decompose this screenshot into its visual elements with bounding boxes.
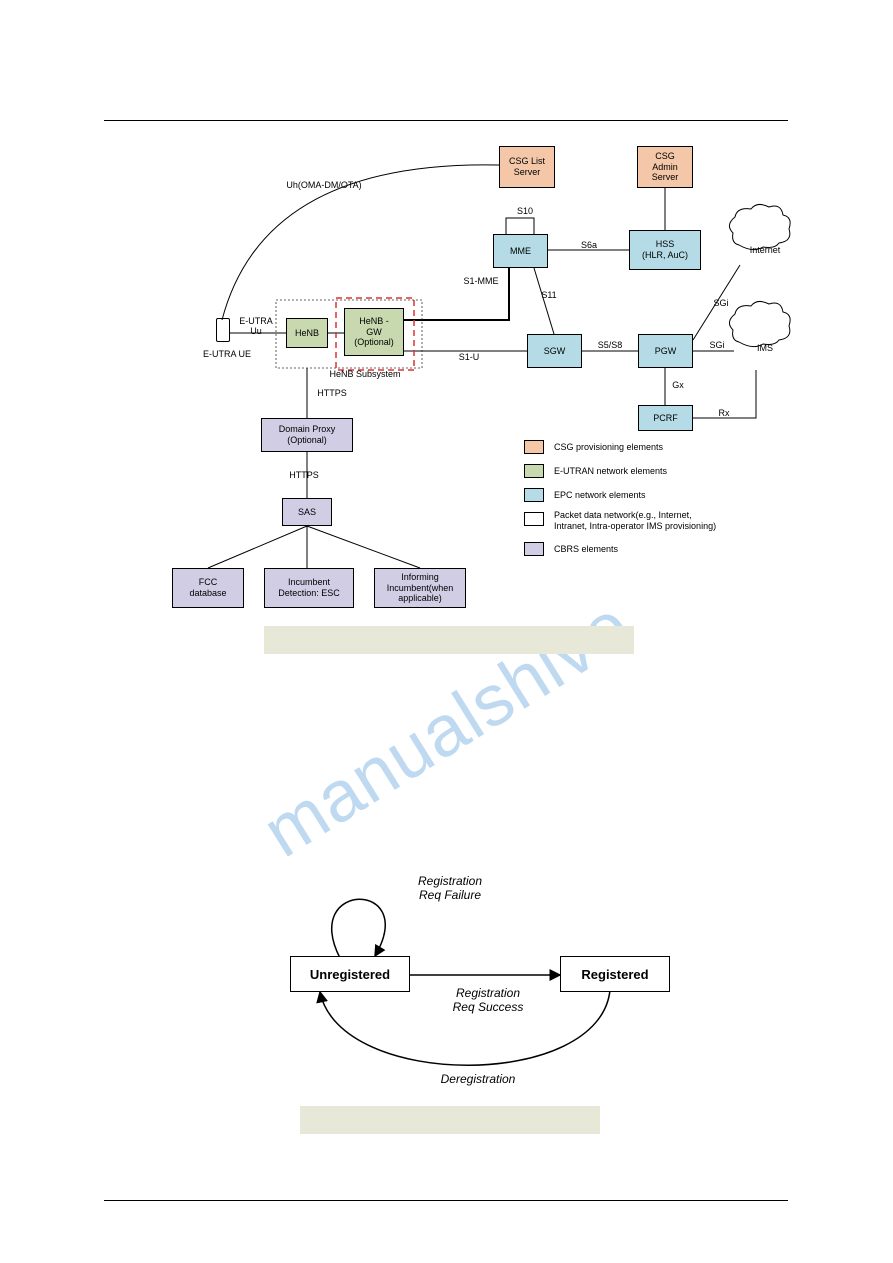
node-domain-proxy: Domain Proxy(Optional) <box>261 418 353 452</box>
edge-s11: S11 <box>534 290 564 300</box>
node-hss: HSS(HLR, AuC) <box>629 230 701 270</box>
page-rule-top <box>104 120 788 121</box>
node-henb-gw: HeNB -GW(Optional) <box>344 308 404 356</box>
edge-s1u: S1-U <box>454 352 484 362</box>
legend-swatch-csg <box>524 440 544 454</box>
label-deregistration: Deregistration <box>418 1072 538 1086</box>
edge-https2: HTTPS <box>284 470 324 480</box>
legend-text-epc: EPC network elements <box>554 490 646 501</box>
edge-s6a: S6a <box>574 240 604 250</box>
edge-uh: Uh(OMA-DM/OTA) <box>264 180 384 190</box>
state-unregistered: Unregistered <box>290 956 410 992</box>
edge-https1: HTTPS <box>312 388 352 398</box>
node-inform: InformingIncumbent(whenapplicable) <box>374 568 466 608</box>
edge-gx: Gx <box>668 380 688 390</box>
node-csg-admin: CSGAdminServer <box>637 146 693 188</box>
edge-rx: Rx <box>714 408 734 418</box>
legend-text-pdn: Packet data network(e.g., Internet,Intra… <box>554 510 774 532</box>
node-fcc: FCCdatabase <box>172 568 244 608</box>
legend-swatch-cbrs <box>524 542 544 556</box>
edge-sgi1: SGi <box>708 298 734 308</box>
node-sgw: SGW <box>527 334 582 368</box>
label-eutra-uu: E-UTRAUu <box>231 316 281 336</box>
edge-sgi2: SGi <box>704 340 730 350</box>
node-sas: SAS <box>282 498 332 526</box>
caption-bg-1 <box>264 626 634 654</box>
page-rule-bottom <box>104 1200 788 1201</box>
legend-swatch-eutran <box>524 464 544 478</box>
label-reg-failure: RegistrationReq Failure <box>400 874 500 902</box>
node-henb: HeNB <box>286 318 328 348</box>
edge-s1mme: S1-MME <box>456 276 506 286</box>
node-csg-list: CSG ListServer <box>499 146 555 188</box>
edge-s5s8: S5/S8 <box>590 340 630 350</box>
node-pcrf: PCRF <box>638 405 693 431</box>
node-esc: IncumbentDetection: ESC <box>264 568 354 608</box>
caption-bg-2 <box>300 1106 600 1134</box>
ue-icon <box>216 318 230 342</box>
legend-text-eutran: E-UTRAN network elements <box>554 466 667 477</box>
legend-text-csg: CSG provisioning elements <box>554 442 663 453</box>
label-eutra-ue: E-UTRA UE <box>192 349 262 359</box>
label-henb-subsystem: HeNB Subsystem <box>320 369 410 379</box>
node-pgw: PGW <box>638 334 693 368</box>
legend-text-cbrs: CBRS elements <box>554 544 618 555</box>
edge-s10: S10 <box>510 206 540 216</box>
cloud-ims-label: IMS <box>740 343 790 353</box>
node-mme: MME <box>493 234 548 268</box>
registration-state-diagram: Unregistered Registered RegistrationReq … <box>200 870 700 1130</box>
label-reg-success: RegistrationReq Success <box>438 986 538 1014</box>
state-registered: Registered <box>560 956 670 992</box>
network-architecture-diagram: E-UTRAUu E-UTRA UE CSG ListServer CSGAdm… <box>104 140 788 650</box>
legend-swatch-epc <box>524 488 544 502</box>
legend-swatch-pdn <box>524 512 544 526</box>
cloud-internet-label: Internet <box>738 245 792 255</box>
